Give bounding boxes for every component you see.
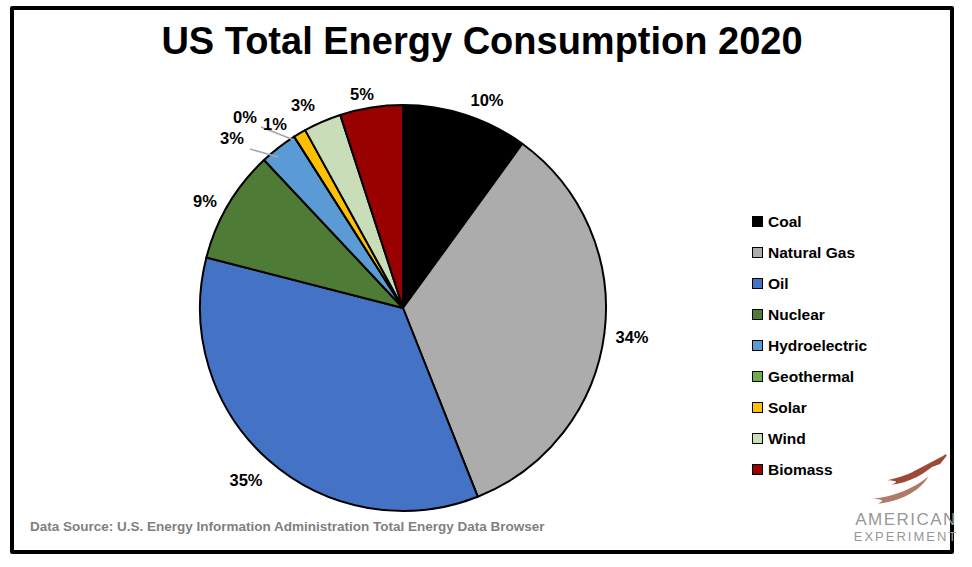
legend-label: Hydroelectric (768, 337, 867, 355)
chart-frame: US Total Energy Consumption 2020 10%34%3… (10, 6, 954, 554)
slice-label-hydroelectric: 3% (220, 129, 244, 147)
slice-label-geothermal: 0% (233, 108, 257, 126)
legend-item-hydroelectric: Hydroelectric (752, 330, 867, 361)
legend-item-coal: Coal (752, 206, 867, 237)
logo-text-experiment: EXPERIMENT (842, 529, 970, 544)
legend-swatch (752, 340, 763, 351)
chart-area: US Total Energy Consumption 2020 10%34%3… (14, 10, 950, 550)
american-experiment-logo: AMERICAN EXPERIMENT (842, 454, 970, 544)
legend-swatch (752, 371, 763, 382)
slice-label-natural-gas: 34% (615, 328, 648, 346)
legend-item-solar: Solar (752, 392, 867, 423)
logo-text-american: AMERICAN (842, 510, 970, 529)
slice-label-nuclear: 9% (193, 192, 217, 210)
slice-label-oil: 35% (229, 471, 262, 489)
legend-label: Biomass (768, 461, 833, 479)
data-source-note: Data Source: U.S. Energy Information Adm… (30, 519, 545, 534)
quill-swoosh-icon (856, 454, 956, 510)
legend-swatch (752, 247, 763, 258)
legend-label: Wind (768, 430, 806, 448)
slice-label-coal: 10% (470, 91, 503, 109)
slice-label-biomass: 5% (350, 85, 374, 103)
legend-swatch (752, 433, 763, 444)
legend-label: Nuclear (768, 306, 825, 324)
slice-label-solar: 1% (263, 115, 287, 133)
legend-item-nuclear: Nuclear (752, 299, 867, 330)
legend-item-oil: Oil (752, 268, 867, 299)
legend-item-geothermal: Geothermal (752, 361, 867, 392)
legend-swatch (752, 402, 763, 413)
slice-label-wind: 3% (291, 96, 315, 114)
legend-item-wind: Wind (752, 423, 867, 454)
legend-swatch (752, 309, 763, 320)
legend-item-natural-gas: Natural Gas (752, 237, 867, 268)
legend-swatch (752, 464, 763, 475)
legend-label: Natural Gas (768, 244, 855, 262)
legend-label: Oil (768, 275, 789, 293)
legend-swatch (752, 278, 763, 289)
legend: Coal Natural Gas Oil Nuclear Hydroelectric Ge… (752, 206, 867, 485)
legend-label: Solar (768, 399, 807, 417)
legend-swatch (752, 216, 763, 227)
legend-label: Geothermal (768, 368, 854, 386)
legend-label: Coal (768, 213, 802, 231)
